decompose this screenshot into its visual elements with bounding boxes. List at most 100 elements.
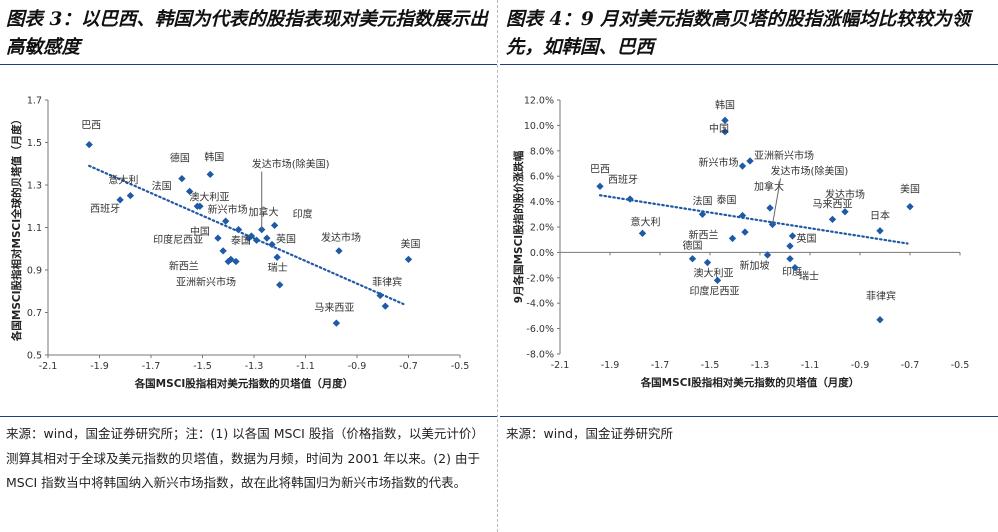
y-tick-label: 1.3 [27,181,42,192]
data-point [404,255,413,264]
data-point [221,217,230,225]
data-point [788,232,797,240]
data-point [335,247,343,255]
data-point [232,257,240,266]
data-point [728,234,737,243]
point-label: 新西兰 [169,259,199,272]
x-tick-label: -0.9 [851,360,870,371]
point-label: 瑞士 [268,261,288,274]
x-tick-label: -1.3 [751,360,770,371]
y-tick-label: 0.5 [27,351,42,362]
data-point [270,221,279,230]
data-point [381,302,390,310]
point-label: 巴西 [590,163,610,175]
data-point [713,276,722,285]
x-tick-label: -1.3 [245,361,264,372]
point-label: 美国 [401,237,421,250]
source-rule [0,416,497,417]
scatter-chart-beta-vs-dollar: -2.1 -1.9 -1.7 -1.5 -1.3 -1.1 -0.9 -0.7 -0.5 0.5 0… [10,96,470,391]
x-tick-label: -0.7 [399,361,418,372]
left-panel: 图表 3：以巴西、韩国为代表的股指表现对美元指数展示出高敏感度 -2.1 -1.9… [0,0,498,532]
data-point [698,210,707,218]
y-axis-title: 各国MSCI股指相对MSCI全球的贝塔值（月度） [10,114,23,342]
y-tick-label: -8.0% [526,350,554,361]
point-label: 发达市场 [321,231,361,244]
point-label: 加拿大 [754,180,784,193]
data-point [741,228,749,236]
data-point [206,170,214,179]
x-tick-label: -0.5 [451,361,470,372]
data-point [786,242,794,250]
data-point [214,234,222,242]
data-point [738,211,747,220]
point-label: 新加坡 [740,259,770,272]
data-point [276,281,284,289]
data-point [738,162,747,170]
y-tick-label: 6.0% [530,172,554,183]
data-point [626,195,634,203]
point-label: 新西兰 [689,228,719,241]
point-label: 发达市场(除美国) [252,158,330,171]
point-label: 意大利 [631,215,661,228]
y-axis-title: 9月各国MSCI股指的股价涨跌幅 [512,150,525,303]
data-point [219,247,227,255]
x-tick-label: -1.1 [296,361,315,372]
source-note: 来源：wind，国金证券研究所 [506,426,674,441]
y-tick-label: 0.0% [530,248,554,259]
point-label: 发达市场 [825,188,865,201]
x-tick-label: -0.7 [901,360,920,371]
point-label: 日本 [870,209,890,222]
trend-line [88,164,405,306]
data-point [688,255,697,263]
data-point [766,204,774,212]
point-label: 中国 [190,225,210,238]
point-label: 马来西亚 [314,302,354,314]
data-point [703,258,712,267]
data-point [828,215,837,224]
point-label: 印度 [293,207,313,220]
point-label: 印度尼西亚 [690,284,740,297]
x-tick-label: -1.1 [801,360,820,371]
point-label: 澳大利亚 [189,190,229,203]
data-point [786,255,794,263]
point-label: 新兴市场 [699,156,739,169]
data-point [876,316,884,324]
point-label: 德国 [170,152,190,165]
point-label: 英国 [276,233,296,246]
data-point [85,140,93,149]
point-label: 马来西亚 [813,198,853,210]
x-tick-label: -2.1 [39,361,58,372]
x-tick-label: -1.7 [651,360,670,371]
point-label: 西班牙 [90,203,120,215]
y-tick-label: -6.0% [526,324,554,335]
title-rule [500,64,998,65]
y-tick-label: 1.7 [27,96,42,107]
scatter-chart-september-returns: -2.1 -1.9 -1.7 -1.5 -1.3 -1.1 -0.9 -0.7 -0.5 -8.0… [512,96,969,390]
x-tick-label: -1.7 [142,361,161,372]
y-tick-label: 4.0% [530,197,554,208]
x-tick-label: -1.5 [701,360,720,371]
data-point [224,257,232,266]
y-tick-label: 1.5 [27,138,42,149]
x-tick-label: -0.9 [348,361,367,372]
data-point [332,319,341,327]
data-point [638,229,647,238]
data-point [596,182,604,191]
x-axis-title: 各国MSCI股指相对美元指数的贝塔值（月度） [134,377,354,390]
point-label: 亚洲新兴市场 [754,149,814,162]
y-tick-label: 12.0% [524,96,554,107]
data-point [196,202,204,210]
data-point [247,232,256,240]
data-point [185,187,194,196]
y-tick-label: 1.1 [27,223,42,234]
source-note: 来源：wind，国金证券研究所；注：(1) 以各国 MSCI 股指（价格指数，以… [6,426,484,490]
point-label: 西班牙 [608,174,638,186]
data-point [876,227,884,235]
point-label: 泰国 [717,194,737,207]
data-point [126,191,135,200]
data-point [268,240,276,249]
point-label: 泰国 [231,234,251,247]
source-rule [500,416,998,417]
data-point [234,225,243,234]
x-axis-title: 各国MSCI股指相对美元指数的贝塔值（月度） [640,376,860,389]
